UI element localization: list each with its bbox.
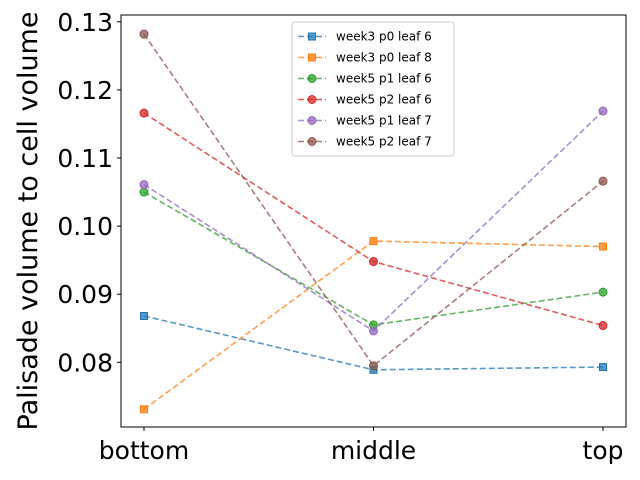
series bbox=[139, 106, 608, 336]
data-point bbox=[369, 326, 378, 336]
legend: week3 p0 leaf 6 week3 p0 leaf 8 week5 p1 l… bbox=[291, 21, 455, 157]
legend-label: week5 p2 leaf 6 bbox=[336, 93, 432, 107]
legend-label: week5 p1 leaf 7 bbox=[336, 114, 432, 128]
legend-label: week3 p0 leaf 8 bbox=[336, 51, 432, 65]
data-point bbox=[598, 176, 608, 186]
x-tick-label: top bbox=[583, 436, 624, 465]
legend-marker bbox=[308, 53, 316, 62]
y-tick-label: 0.10 bbox=[57, 212, 113, 241]
data-point bbox=[369, 257, 378, 267]
data-point bbox=[598, 321, 608, 331]
legend-label: week3 p0 leaf 6 bbox=[336, 30, 432, 44]
y-axis: 0.08 0.09 0.10 0.11 0.12 0.13 bbox=[57, 8, 121, 377]
data-point bbox=[139, 108, 149, 118]
data-point bbox=[139, 187, 149, 197]
x-tick-label: middle bbox=[331, 436, 416, 465]
data-point bbox=[139, 180, 149, 190]
legend-marker bbox=[308, 32, 316, 41]
legend-marker bbox=[307, 116, 317, 125]
data-point bbox=[139, 29, 149, 39]
legend-entry: week5 p1 leaf 7 bbox=[298, 114, 432, 128]
data-point bbox=[598, 287, 608, 297]
y-tick-label: 0.08 bbox=[57, 348, 113, 377]
y-axis-label: Palisade volume to cell volume bbox=[13, 12, 44, 431]
series-line bbox=[143, 33, 604, 367]
data-point bbox=[369, 237, 378, 246]
legend-entry: week5 p1 leaf 6 bbox=[298, 72, 432, 86]
legend-label: week5 p1 leaf 6 bbox=[336, 72, 432, 86]
x-tick-label: bottom bbox=[99, 436, 189, 465]
y-tick-label: 0.12 bbox=[57, 76, 113, 105]
series bbox=[139, 29, 608, 371]
data-point bbox=[140, 405, 148, 414]
x-axis: bottom middle top bbox=[99, 427, 624, 465]
legend-marker bbox=[307, 95, 317, 104]
y-tick-label: 0.13 bbox=[57, 8, 113, 37]
series bbox=[139, 108, 608, 331]
data-point bbox=[598, 106, 608, 116]
legend-entry: week3 p0 leaf 6 bbox=[298, 30, 432, 44]
legend-label: week5 p2 leaf 7 bbox=[336, 135, 432, 149]
data-point bbox=[599, 363, 607, 372]
series bbox=[140, 237, 607, 414]
y-tick-label: 0.09 bbox=[57, 280, 113, 309]
legend-entry: week5 p2 leaf 7 bbox=[298, 135, 432, 149]
data-point bbox=[140, 311, 148, 320]
data-point bbox=[369, 361, 378, 371]
legend-box bbox=[291, 21, 455, 157]
legend-entry: week5 p2 leaf 6 bbox=[298, 93, 432, 107]
data-point bbox=[599, 242, 607, 251]
series-layer bbox=[139, 29, 608, 414]
y-tick-label: 0.11 bbox=[57, 144, 113, 173]
legend-marker bbox=[307, 74, 317, 83]
legend-marker bbox=[307, 137, 317, 146]
series bbox=[139, 187, 608, 330]
legend-entry: week3 p0 leaf 8 bbox=[298, 51, 432, 65]
